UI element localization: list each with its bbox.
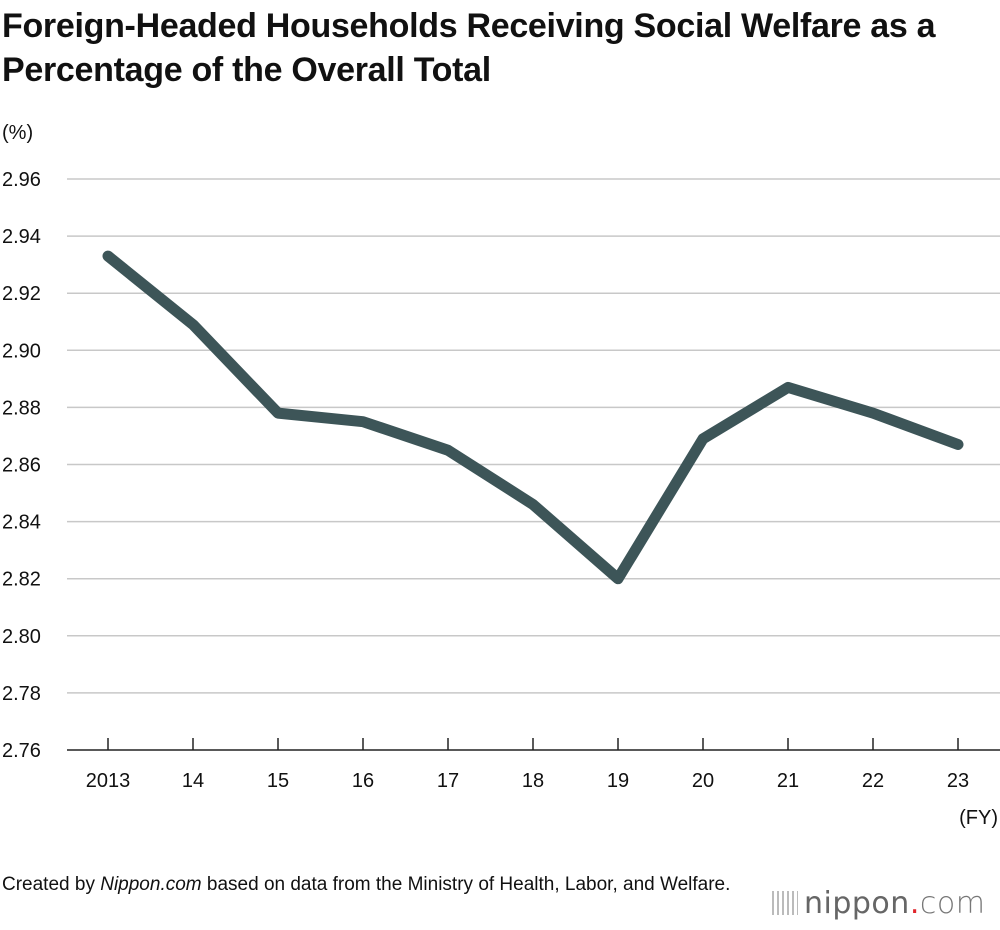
x-tick-label: 20	[692, 770, 714, 792]
y-tick-label: 2.82	[2, 569, 41, 591]
x-tick-label: 17	[437, 770, 459, 792]
logo-tld: com	[919, 886, 986, 921]
x-tick-label: 18	[522, 770, 544, 792]
y-tick-label: 2.96	[2, 169, 41, 191]
y-tick-label: 2.80	[2, 626, 41, 648]
x-tick-label: 16	[352, 770, 374, 792]
y-tick-label: 2.92	[2, 283, 41, 305]
y-tick-label: 2.78	[2, 683, 41, 705]
x-tick-label: 23	[947, 770, 969, 792]
y-tick-label: 2.86	[2, 455, 41, 477]
logo-name: nippon	[804, 886, 910, 921]
y-tick-label: 2.76	[2, 740, 41, 762]
x-tick-label: 2013	[86, 770, 131, 792]
source-site: Nippon.com	[100, 874, 202, 895]
y-axis-unit: (%)	[2, 122, 34, 144]
logo-bars-icon	[772, 891, 798, 915]
x-axis-label: (FY)	[959, 807, 998, 829]
y-tick-label: 2.84	[2, 512, 41, 534]
line-chart: 2.96 2.94 2.92 2.90 2.88 2.86 2.84 2.82 2.80 2.78…	[2, 169, 1000, 829]
x-tick-label: 22	[862, 770, 884, 792]
y-tick-label: 2.94	[2, 226, 41, 248]
x-tick-label: 19	[607, 770, 629, 792]
chart-title: Foreign-Headed Households Receiving Soci…	[2, 7, 936, 89]
x-tick-label: 21	[777, 770, 799, 792]
source-note: Created by Nippon.com based on data from…	[2, 872, 730, 898]
nippon-logo: nippon.com	[772, 886, 985, 921]
y-tick-label: 2.90	[2, 340, 41, 362]
y-tick-label: 2.88	[2, 397, 41, 419]
source-suffix: based on data from the Ministry of Healt…	[201, 874, 731, 895]
logo-dot: .	[909, 886, 920, 921]
x-tick-label: 14	[182, 770, 204, 792]
x-tick-label: 15	[267, 770, 289, 792]
source-prefix: Created by	[2, 874, 101, 895]
series-line	[102, 250, 964, 585]
